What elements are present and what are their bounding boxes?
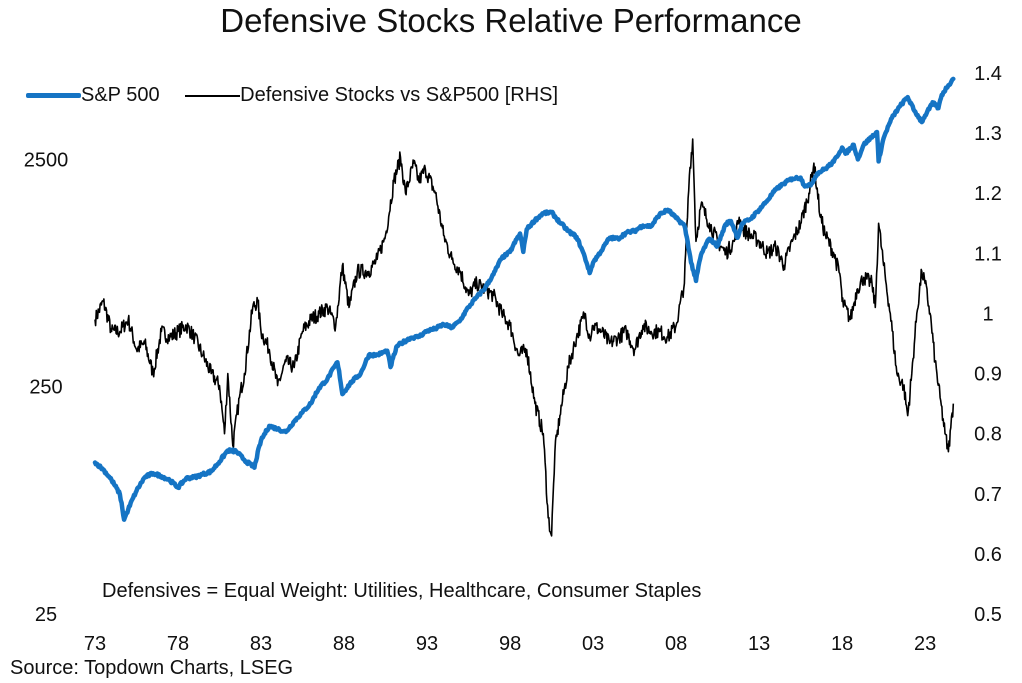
x-tick-label: 98 [499,633,521,655]
legend: S&P 500 Defensive Stocks vs S&P500 [RHS] [26,84,578,107]
x-tick-label: 83 [250,633,272,655]
y-left-tick-label: 25 [35,604,57,626]
y-right-tick-label: 1.4 [974,63,1002,85]
x-tick-label: 78 [167,633,189,655]
legend-label-sp500: S&P 500 [81,84,160,107]
y-right-tick-label: 0.6 [974,544,1002,566]
chart-note: Defensives = Equal Weight: Utilities, He… [102,580,702,602]
sp500-series-line [92,76,956,522]
legend-label-defensive: Defensive Stocks vs S&P500 [RHS] [240,84,559,107]
y-right-tick-label: 0.7 [974,484,1002,506]
y-left-tick-label: 2500 [24,149,69,171]
x-tick-label: 03 [582,633,604,655]
y-left-tick-label: 250 [29,377,62,399]
legend-item-defensive: Defensive Stocks vs S&P500 [RHS] [185,84,558,107]
sp500-series-group [92,76,956,522]
x-tick-label: 13 [748,633,770,655]
legend-swatch-defensive [185,94,241,97]
y-right-tick-label: 1.3 [974,123,1002,145]
x-tick-label: 93 [416,633,438,655]
chart-source: Source: Topdown Charts, LSEG [10,657,294,679]
x-tick-label: 88 [333,633,355,655]
y-right-tick-label: 1 [982,303,993,325]
legend-item-sp500: S&P 500 [26,84,160,107]
y-right-tick-label: 1.2 [974,183,1002,205]
defensive-series-group [94,138,955,537]
x-tick-label: 73 [84,633,106,655]
x-tick-label: 23 [914,633,936,655]
x-axis-ticks: 73 78 83 88 93 98 03 08 13 18 23 [84,633,936,655]
chart-title: Defensive Stocks Relative Performance [220,2,802,39]
y-right-tick-label: 1.1 [974,243,1002,265]
y-right-axis-ticks: 0.5 0.6 0.7 0.8 0.9 1 1.1 1.2 1.3 1.4 [974,63,1002,626]
defensive-series-line [94,138,955,537]
legend-swatch-sp500 [26,93,81,99]
x-tick-label: 18 [831,633,853,655]
x-tick-label: 08 [665,633,687,655]
y-right-tick-label: 0.8 [974,424,1002,446]
y-left-axis-ticks: 25 250 2500 [24,149,69,626]
y-right-tick-label: 0.9 [974,364,1002,386]
y-right-tick-label: 0.5 [974,604,1002,626]
